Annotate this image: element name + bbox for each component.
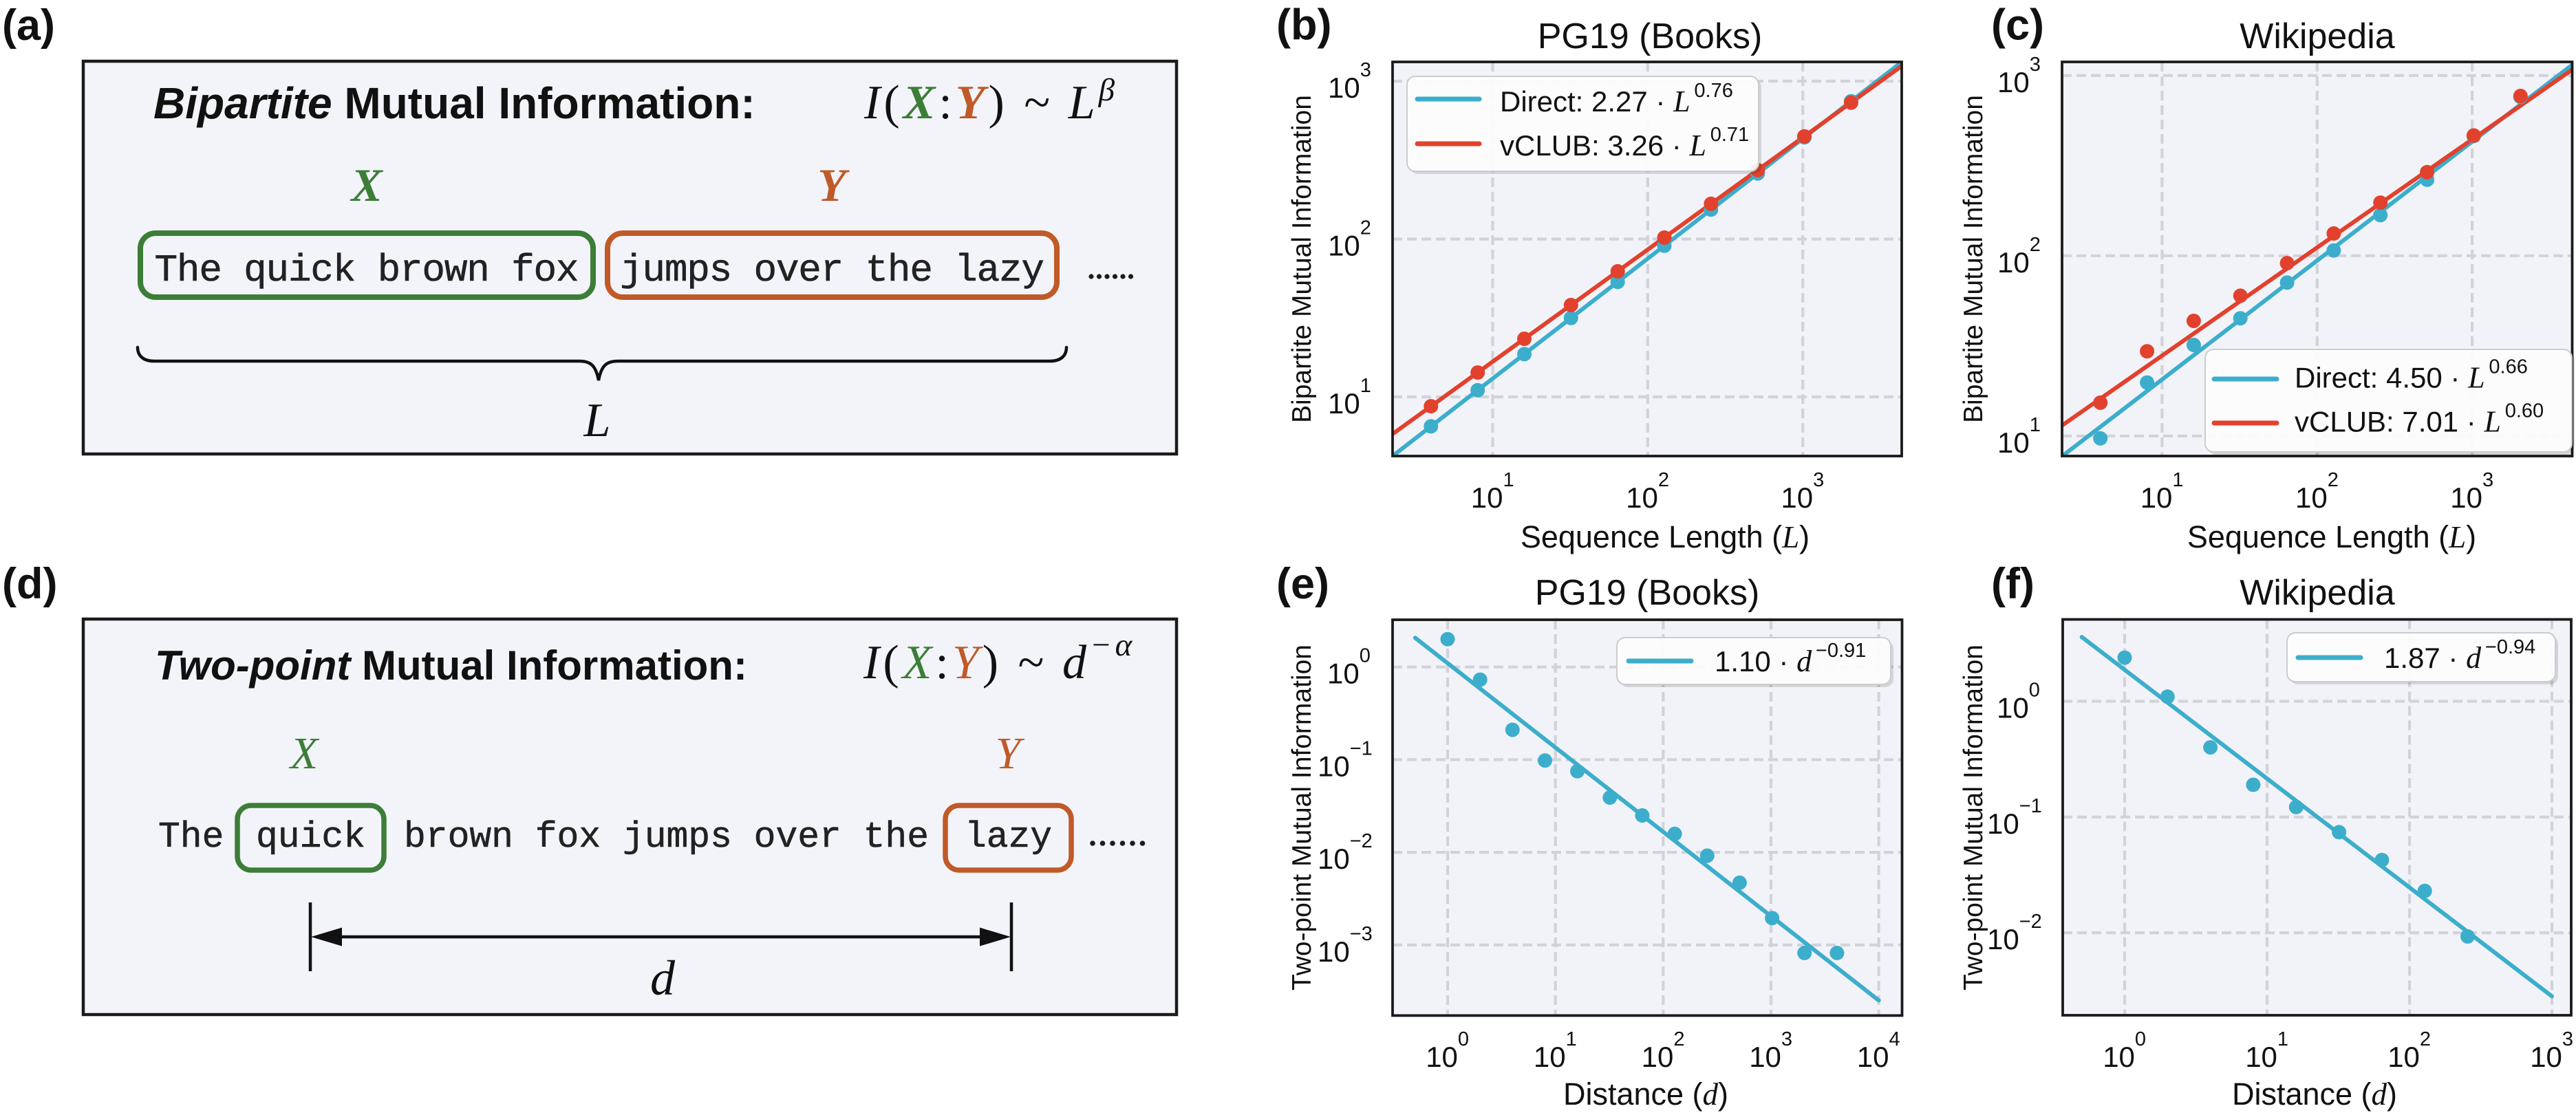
svg-text:brown fox jumps over the: brown fox jumps over the (404, 816, 929, 858)
svg-text:(d): (d) (2, 560, 57, 608)
svg-text:The quick brown fox: The quick brown fox (155, 248, 579, 292)
svg-text:Bipartite Mutual Information:: Bipartite Mutual Information: (153, 78, 755, 128)
svg-text:jumps over the lazy: jumps over the lazy (620, 248, 1044, 292)
svg-text:Distance (d): Distance (d) (1563, 1076, 1728, 1112)
svg-text:Wikipedia: Wikipedia (2240, 573, 2394, 613)
svg-text:Bipartite Mutual Information: Bipartite Mutual Information (1287, 95, 1317, 423)
svg-text:Y: Y (996, 728, 1025, 779)
svg-text:(c): (c) (1991, 1, 2044, 50)
svg-text:Bipartite Mutual Information: Bipartite Mutual Information (1959, 95, 1988, 423)
svg-text:Two-point Mutual Information: Two-point Mutual Information (1959, 645, 1988, 990)
svg-text:Y: Y (817, 159, 850, 211)
svg-text:Sequence Length (L): Sequence Length (L) (2187, 519, 2476, 554)
svg-text:Direct: 4.50 · L 0.66: Direct: 4.50 · L 0.66 (2295, 356, 2528, 395)
svg-text:(b): (b) (1276, 1, 1331, 50)
svg-text:lazy: lazy (965, 816, 1052, 858)
svg-text:The: The (158, 816, 224, 858)
svg-text:Distance (d): Distance (d) (2232, 1076, 2397, 1112)
svg-text:quick: quick (256, 816, 365, 858)
svg-text:Two-point Mutual Information:: Two-point Mutual Information: (155, 642, 747, 689)
svg-text:(e): (e) (1276, 560, 1329, 608)
svg-text:PG19 (Books): PG19 (Books) (1535, 573, 1760, 613)
svg-text:(a): (a) (2, 1, 55, 50)
svg-text:X: X (288, 728, 320, 779)
svg-text:Two-point Mutual Information: Two-point Mutual Information (1287, 645, 1317, 990)
svg-text:Sequence Length (L): Sequence Length (L) (1521, 519, 1810, 554)
svg-text:I(X:Y) ~ d−α: I(X:Y) ~ d−α (863, 627, 1135, 689)
svg-text:PG19 (Books): PG19 (Books) (1538, 17, 1763, 56)
svg-text:(f): (f) (1991, 560, 2035, 608)
svg-text:I(X:Y) ~ Lβ: I(X:Y) ~ Lβ (863, 72, 1118, 129)
svg-text:X: X (350, 159, 383, 211)
svg-text:1.10 · d −0.91: 1.10 · d −0.91 (1715, 640, 1866, 678)
svg-text:Wikipedia: Wikipedia (2240, 17, 2394, 56)
svg-text:vCLUB: 3.26 · L 0.71: vCLUB: 3.26 · L 0.71 (1500, 124, 1749, 162)
svg-text:L: L (583, 394, 611, 447)
svg-text:d: d (650, 951, 676, 1006)
